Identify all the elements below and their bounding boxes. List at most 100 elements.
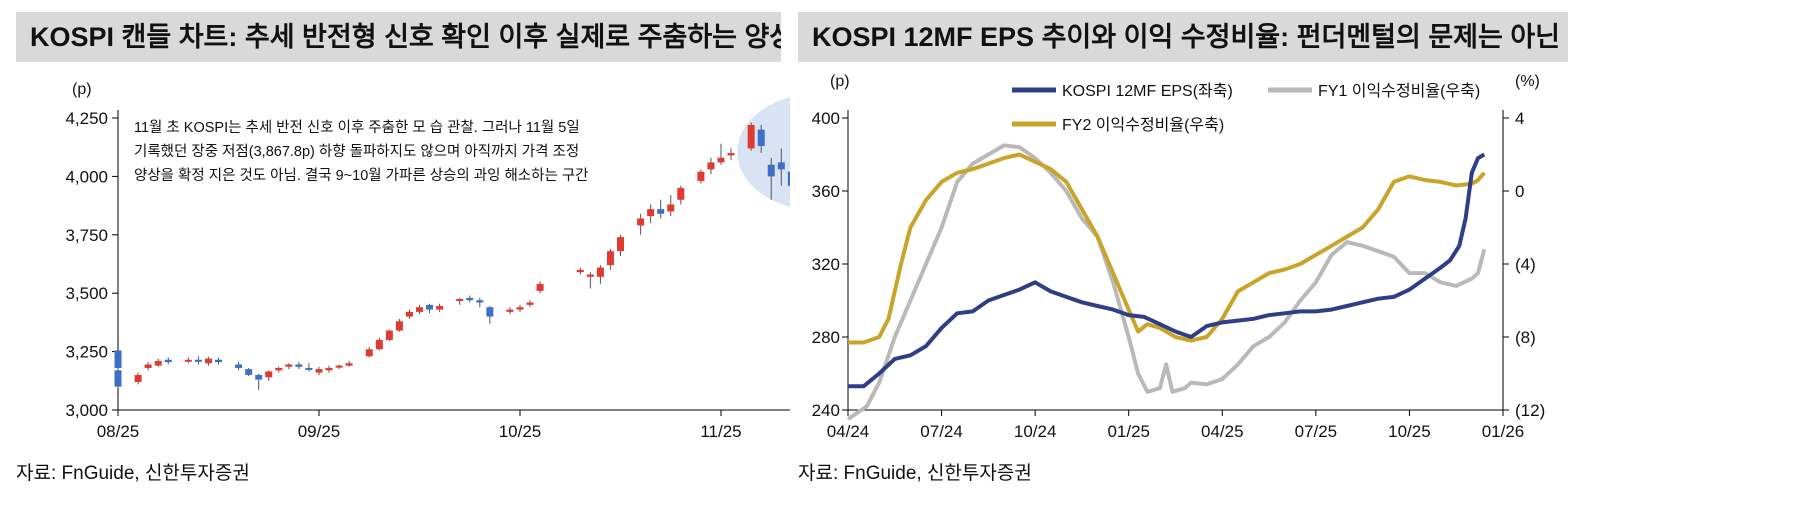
candle-up: [506, 309, 514, 312]
candle-up: [345, 363, 353, 366]
candle-down: [476, 300, 484, 303]
candle-down: [235, 364, 243, 368]
y-tick-label: 4,000: [65, 167, 108, 186]
x-tick-label: 07/24: [920, 422, 963, 441]
candle-down: [164, 359, 172, 363]
candle-up: [667, 204, 675, 212]
annotation-text-line: 기록했던 장중 저점(3,867.8p) 하향 돌파하지도 않으며 아직까지 가…: [134, 143, 579, 160]
right-y-tick-label: (12): [1515, 401, 1545, 420]
candle-up: [395, 321, 403, 331]
candle-down: [255, 374, 263, 380]
candle-down: [215, 359, 222, 363]
annotation-text-line: 11월 초 KOSPI는 추세 반전 신호 이후 주춤한 모 습 관찰. 그러나…: [134, 119, 580, 136]
x-tick-label: 10/25: [1388, 422, 1431, 441]
candle-down: [757, 129, 765, 147]
highlight-ellipse: [737, 97, 790, 207]
legend-label: FY2 이익수정비율(우축): [1062, 116, 1224, 134]
candle-up: [536, 283, 544, 291]
x-tick-label: 11/25: [700, 422, 741, 441]
right-chart-panel: KOSPI 12MF EPS 추이와 이익 수정비율: 펀더멘털의 문제는 아닌…: [790, 0, 1794, 506]
candle-up: [375, 339, 383, 350]
x-tick-label: 04/24: [827, 422, 870, 441]
candle-up: [647, 209, 655, 217]
legend-label: FY1 이익수정비율(우축): [1318, 82, 1480, 100]
candle-down: [295, 364, 303, 367]
kospi-eps-chart: (p) (%) 400 360 320 280 240 4 0 (4) (8) (12) 04/24 07…: [812, 73, 1546, 441]
right-source-note: 자료: FnGuide, 신한투자증권: [798, 463, 1032, 484]
x-tick-label: 04/25: [1201, 422, 1244, 441]
candle-up: [596, 267, 604, 277]
left-source-note: 자료: FnGuide, 신한투자증권: [16, 463, 250, 484]
left-y-unit: (p): [830, 73, 850, 90]
candle-up: [697, 171, 705, 182]
candle-up: [747, 125, 755, 149]
candle-down: [657, 209, 665, 214]
legend-label: KOSPI 12MF EPS(좌축): [1062, 82, 1233, 100]
kospi-candle-chart: (p) 4,250 4,000 3,750 3,500 3,250 3,000 08/25 09…: [65, 81, 790, 441]
y-tick-label: 3,500: [65, 284, 108, 303]
candle-up: [325, 367, 333, 371]
candle-up: [134, 374, 142, 382]
candle-down: [486, 307, 494, 317]
candle-up: [285, 364, 293, 367]
right-y-tick-label: 4: [1515, 109, 1524, 128]
x-tick-label: 10/25: [499, 422, 542, 441]
candle-up: [436, 306, 444, 310]
x-tick-label: 09/25: [298, 422, 341, 441]
candle-down: [787, 171, 790, 186]
left-y-tick-label: 280: [812, 328, 840, 347]
candle-up: [416, 307, 423, 312]
right-y-unit: (%): [1515, 73, 1540, 90]
candle-up: [204, 358, 212, 364]
candle-up: [265, 371, 273, 378]
series-line-3: [848, 152, 1486, 345]
candle-down: [767, 164, 775, 177]
series-line-1: [848, 152, 1486, 389]
candle-up: [335, 365, 343, 368]
candle-up: [385, 330, 393, 340]
right-chart-title: KOSPI 12MF EPS 추이와 이익 수정비율: 펀더멘털의 문제는 아닌…: [798, 12, 1568, 62]
candle-up: [617, 237, 624, 252]
y-tick-label: 3,750: [65, 226, 108, 245]
y-axis-unit: (p): [72, 81, 92, 98]
left-y-tick-label: 360: [812, 182, 840, 201]
candle-up: [707, 162, 715, 170]
candle-up: [315, 369, 323, 373]
candle-up: [727, 153, 735, 156]
x-tick-label: 10/24: [1014, 422, 1057, 441]
candle-down: [114, 370, 122, 387]
candle-down: [245, 369, 253, 375]
candle-down: [305, 367, 313, 370]
candle-up: [456, 299, 464, 302]
candle-up: [154, 360, 162, 366]
left-chart-panel: KOSPI 캔들 차트: 추세 반전형 신호 확인 이후 실제로 주춤하는 양상…: [0, 0, 790, 506]
y-tick-label: 4,250: [65, 109, 108, 128]
candle-up: [677, 188, 685, 200]
left-y-tick-label: 240: [812, 401, 840, 420]
y-tick-label: 3,250: [65, 343, 108, 362]
candle-up: [275, 367, 283, 371]
candle-down: [426, 304, 434, 310]
candle-down: [194, 359, 202, 362]
right-y-tick-label: (4): [1515, 255, 1536, 274]
x-tick-label: 07/25: [1295, 422, 1338, 441]
left-chart-title: KOSPI 캔들 차트: 추세 반전형 신호 확인 이후 실제로 주춤하는 양상: [16, 12, 781, 62]
candle-up: [516, 307, 524, 310]
candle-up: [405, 311, 413, 317]
series-line-2: [846, 143, 1487, 421]
candle-up: [365, 349, 373, 357]
annotation-text-line: 양상을 확정 지은 것도 아님. 결국 9~10월 가파른 상승의 과잉 해소하…: [134, 167, 589, 184]
candle-up: [144, 364, 152, 368]
x-tick-label: 08/25: [97, 422, 140, 441]
left-y-tick-label: 320: [812, 255, 840, 274]
x-tick-label: 01/25: [1107, 422, 1150, 441]
candle-up: [586, 274, 594, 277]
candle-up: [637, 218, 645, 226]
candle-up: [606, 251, 614, 266]
candle-down: [466, 297, 474, 301]
right-y-tick-label: 0: [1515, 182, 1524, 201]
candle-down: [777, 162, 785, 170]
candle-up: [184, 359, 192, 362]
candle-up: [526, 302, 534, 305]
x-tick-label: 01/26: [1482, 422, 1525, 441]
